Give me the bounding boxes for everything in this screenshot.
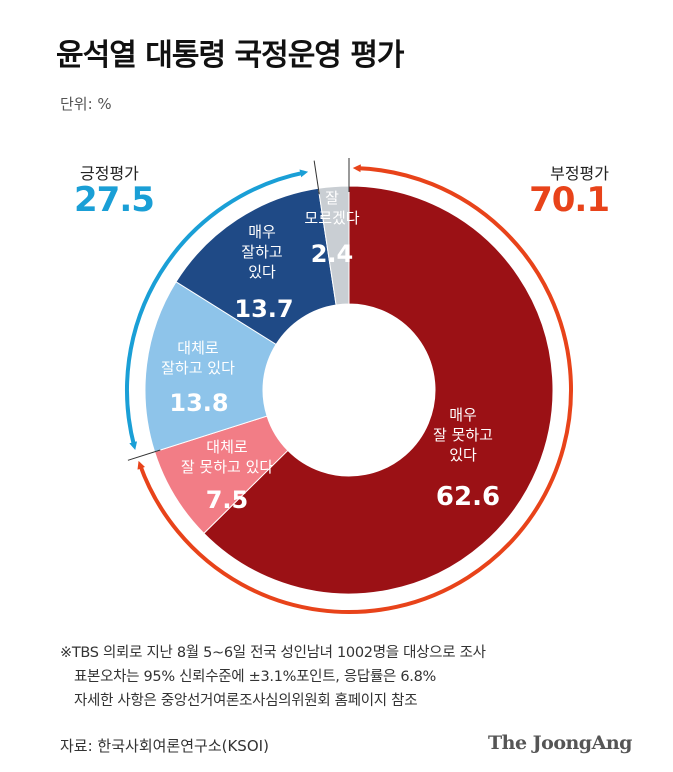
slice-label-very-good: 잘하고 [241, 243, 282, 261]
slice-label-somewhat-good: 잘하고 있다 [161, 359, 235, 377]
slice-label-dont-know: 모르겠다 [304, 209, 359, 227]
slice-value-dont-know: 2.4 [311, 240, 354, 268]
slice-value-very-bad: 62.6 [436, 482, 500, 512]
source-label: 자료: 한국사회여론연구소(KSOI) [60, 737, 269, 755]
slice-label-dont-know: 잘 [325, 189, 339, 207]
publisher-logo: The JoongAng [488, 732, 632, 754]
slice-label-very-good: 있다 [248, 263, 276, 281]
positive-group-label: 긍정평가 [80, 164, 139, 183]
slice-very-bad [203, 185, 554, 595]
slice-label-very-bad: 매우 [449, 406, 477, 424]
slice-label-very-good: 매우 [248, 223, 276, 241]
slice-value-somewhat-good: 13.8 [169, 389, 228, 417]
negative-range-arrow [137, 164, 573, 614]
slice-value-somewhat-bad: 7.5 [206, 486, 249, 514]
slice-value-very-good: 13.7 [234, 295, 293, 323]
unit-label: 단위: % [60, 95, 112, 113]
positive-range-arrow [125, 169, 309, 450]
chart-title: 윤석열 대통령 국정운영 평가 [56, 38, 405, 73]
slice-label-somewhat-good: 대체로 [177, 339, 219, 357]
slice-label-somewhat-bad: 잘 못하고 있다 [181, 458, 274, 476]
footnote: ※TBS 의뢰로 지난 8월 5~6일 전국 성인남녀 1002명을 대상으로 … [60, 641, 486, 713]
slice-label-very-bad: 잘 못하고 [433, 426, 493, 444]
slice-label-very-bad: 있다 [449, 446, 477, 464]
slice-label-somewhat-bad: 대체로 [206, 438, 248, 456]
footnote-line-3: 자세한 사항은 중앙선거여론조사심의위원회 홈페이지 참조 [74, 693, 418, 709]
negative-group-value: 70.1 [529, 180, 610, 220]
negative-group-label: 부정평가 [550, 164, 609, 183]
footnote-line-2: 표본오차는 95% 신뢰수준에 ±3.1%포인트, 응답률은 6.8% [74, 669, 436, 685]
footnote-line-1: ※TBS 의뢰로 지난 8월 5~6일 전국 성인남녀 1002명을 대상으로 … [60, 645, 486, 661]
